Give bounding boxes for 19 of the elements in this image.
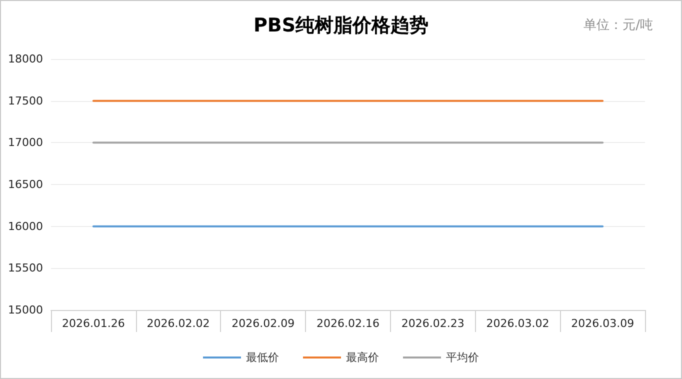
y-tick-label: 15000 [8, 304, 43, 316]
x-tick-label: 2026.02.16 [316, 317, 380, 330]
x-tick-label: 2026.02.09 [232, 317, 295, 330]
x-tick-label: 2026.03.02 [486, 317, 550, 330]
y-tick-label: 16000 [8, 220, 43, 233]
x-tick-label: 2026.02.23 [401, 317, 464, 330]
legend-label: 最低价 [246, 351, 279, 364]
legend-label: 平均价 [446, 351, 479, 364]
y-tick-label: 18000 [8, 52, 43, 66]
legend-label: 最高价 [346, 351, 379, 364]
text: 单位：元/吨 [584, 18, 654, 33]
y-tick-label: 17500 [8, 94, 43, 108]
chart-title: PBS纯树脂价格趋势 [253, 14, 429, 36]
y-tick-label: 17000 [8, 136, 43, 150]
x-tick-label: 2026.01.26 [62, 317, 125, 330]
x-tick-label: 2026.03.09 [571, 317, 634, 330]
y-tick-label: 15500 [8, 262, 43, 275]
x-tick-label: 2026.02.02 [146, 317, 210, 330]
y-tick-label: 16500 [8, 178, 43, 191]
